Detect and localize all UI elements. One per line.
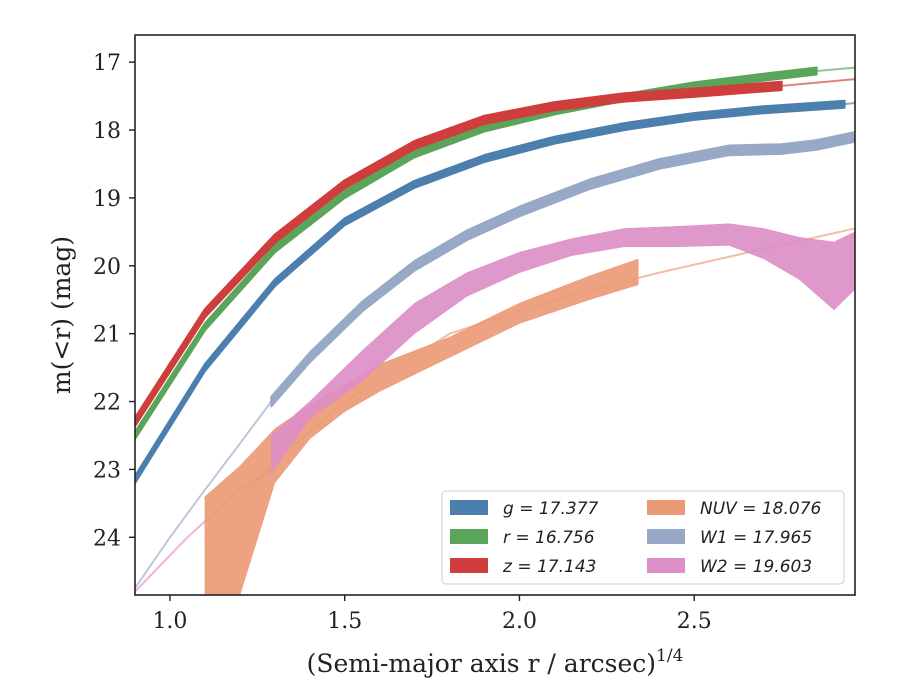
legend-label-r-16-756: r = 16.756 xyxy=(503,528,595,548)
series-model-line-w1-17-965 xyxy=(135,400,273,589)
series-model-line-g-17-377 xyxy=(844,101,855,106)
series-band-r-16-756 xyxy=(135,66,818,440)
legend-label-w1-17-965: W1 = 17.965 xyxy=(700,528,812,548)
y-tick-label: 23 xyxy=(93,458,121,483)
series-band-g-17-377 xyxy=(135,99,846,485)
y-tick-label: 19 xyxy=(93,187,121,212)
legend-box xyxy=(441,490,845,585)
legend-swatch-z-17-143 xyxy=(450,558,488,573)
series-band-z-17-143 xyxy=(135,80,783,428)
y-tick-label: 21 xyxy=(93,323,121,348)
series-band-w1-17-965 xyxy=(270,131,855,408)
plot-frame xyxy=(134,34,856,596)
x-tick-label: 2.5 xyxy=(677,609,712,634)
series-model-line-r-16-756 xyxy=(816,66,855,72)
y-tick-label: 18 xyxy=(93,119,121,144)
legend-label-g-17-377: g = 17.377 xyxy=(503,499,599,519)
legend-swatch-g-17-377 xyxy=(450,500,488,515)
series-model-line-z-17-143 xyxy=(781,78,855,87)
legend-swatch-w2-19-603 xyxy=(647,558,685,573)
x-tick-label: 1.0 xyxy=(152,609,187,634)
legend-swatch-r-16-756 xyxy=(450,529,488,544)
x-axis-label: (Semi-major axis r / arcsec)1/4 xyxy=(307,646,684,678)
x-tick-label: 1.5 xyxy=(327,609,362,634)
legend-swatch-nuv-18-076 xyxy=(647,500,685,515)
legend: g = 17.377 r = 16.756 z = 17.143 NUV = 18.0… xyxy=(441,490,845,585)
y-tick-label: 22 xyxy=(93,391,121,416)
x-tick-label: 2.0 xyxy=(502,609,537,634)
y-axis-label: m(<r) (mag) xyxy=(47,236,76,394)
legend-label-z-17-143: z = 17.143 xyxy=(502,557,596,577)
y-tick-label: 17 xyxy=(93,51,121,76)
series-band-w2-19-603 xyxy=(271,223,855,474)
legend-label-nuv-18-076: NUV = 18.076 xyxy=(700,499,822,519)
y-tick-label: 24 xyxy=(93,526,121,551)
legend-label-w2-19-603: W2 = 19.603 xyxy=(700,557,812,577)
axis-ticks: 1.0 1.5 2.0 2.5 17 18 19 20 21 22 23 24 xyxy=(93,51,712,634)
legend-swatch-w1-17-965 xyxy=(647,529,685,544)
y-tick-label: 20 xyxy=(93,255,121,280)
plot-area xyxy=(135,66,855,595)
